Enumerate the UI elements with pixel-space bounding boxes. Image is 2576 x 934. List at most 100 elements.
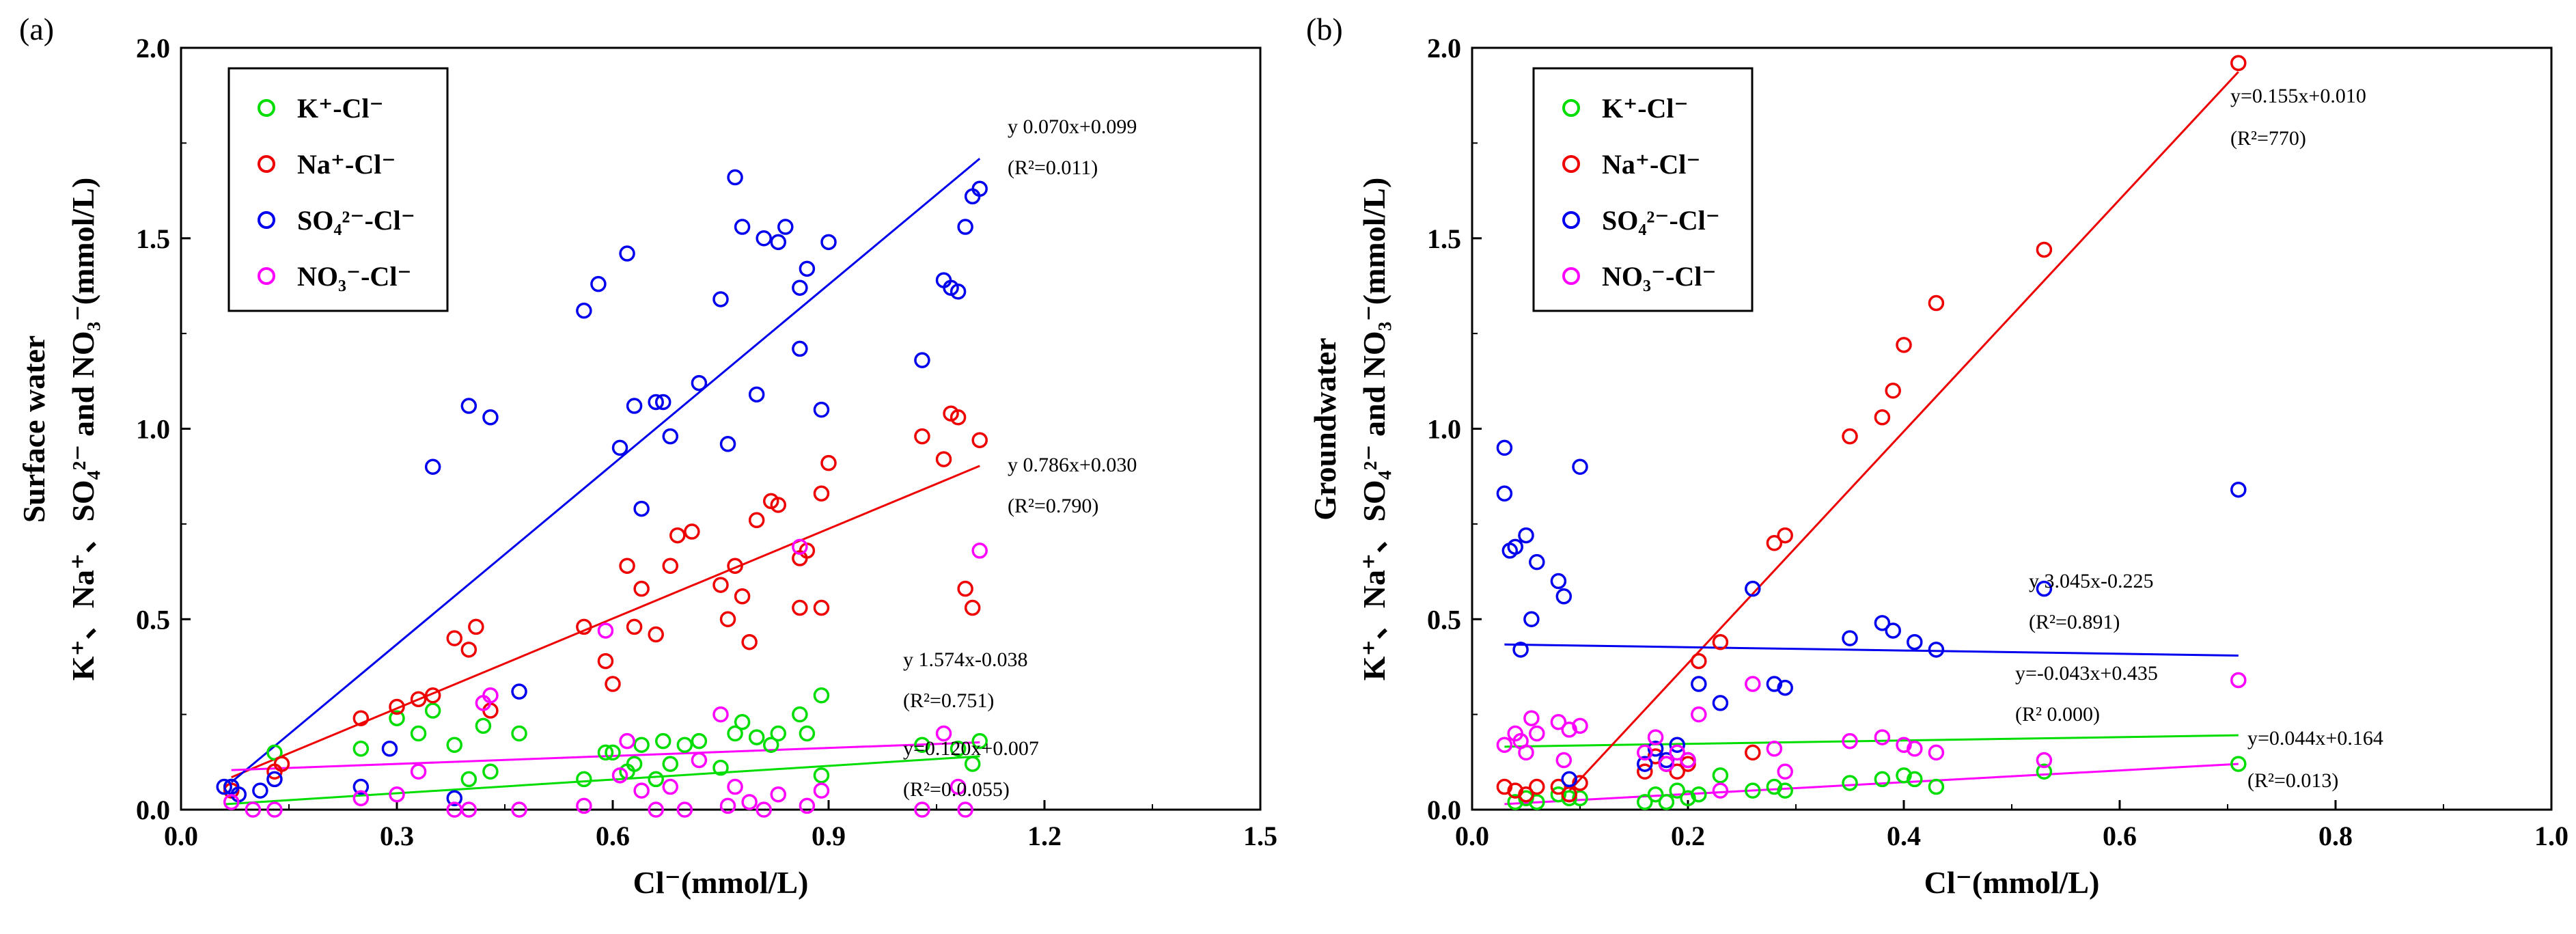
- data-point: [1529, 553, 1545, 571]
- data-point: [1496, 485, 1513, 502]
- data-point: [914, 428, 930, 445]
- fit-line: [1504, 734, 2239, 748]
- data-point: [662, 778, 679, 795]
- data-point: [1550, 714, 1567, 730]
- data-point: [619, 245, 635, 262]
- data-point: [1647, 741, 1664, 757]
- data-point: [460, 771, 477, 788]
- data-point: [1842, 428, 1858, 445]
- data-point: [654, 732, 671, 750]
- data-point: [1777, 527, 1793, 544]
- data-point: [756, 801, 772, 818]
- data-point: [770, 725, 787, 742]
- data-point: [1745, 782, 1761, 799]
- y-tick-label: 0.5: [136, 604, 170, 635]
- legend-marker: [258, 99, 275, 117]
- data-point: [676, 737, 693, 753]
- data-point: [662, 558, 679, 574]
- data-point: [1777, 782, 1793, 799]
- legend-label: K⁺-Cl⁻: [1602, 93, 1689, 124]
- data-point: [1896, 737, 1912, 753]
- data-point: [475, 717, 492, 734]
- data-point: [777, 219, 794, 235]
- data-point: [410, 691, 427, 708]
- data-point: [1928, 744, 1945, 761]
- data-point: [266, 744, 283, 761]
- regression-equation: y=-0.043x+0.435: [2015, 662, 2158, 685]
- data-point: [626, 756, 643, 772]
- data-point: [2036, 752, 2053, 769]
- data-point: [1874, 615, 1891, 631]
- data-point: [971, 732, 988, 750]
- data-point: [1647, 786, 1664, 803]
- data-point: [727, 725, 743, 742]
- data-point: [1647, 729, 1664, 745]
- data-point: [813, 599, 830, 616]
- data-point: [957, 219, 973, 235]
- regression-equation: y=0.120x+0.007: [903, 737, 1039, 760]
- data-point: [482, 409, 499, 426]
- x-tick-label: 0.2: [1671, 821, 1705, 851]
- data-point: [424, 687, 441, 704]
- y-axis-title: Groundwater: [1307, 338, 1342, 521]
- data-point: [1712, 695, 1729, 711]
- data-point: [1907, 633, 1923, 650]
- data-point: [2230, 672, 2247, 689]
- data-point: [252, 782, 268, 799]
- data-point: [914, 352, 930, 368]
- data-point: [597, 744, 614, 761]
- x-tick-label: 0.6: [596, 821, 630, 851]
- data-point: [424, 702, 441, 719]
- r-squared-label: (R²=0.0.055): [903, 778, 1010, 801]
- x-tick-label: 0.9: [812, 821, 846, 851]
- fit-line: [230, 158, 981, 783]
- r-squared-label: (R²=0.751): [903, 689, 994, 712]
- regression-equation: y 3.045x-0.225: [2029, 570, 2154, 592]
- data-point: [1691, 676, 1707, 692]
- data-point: [964, 599, 981, 616]
- data-point: [1874, 729, 1891, 745]
- data-point: [446, 790, 463, 807]
- panel-b: (b) 0.0 0.2 0.4 0.6 0.8 1.0 0.0 0.5 1.0 1.5 2.0 Cl⁻(…: [1306, 12, 2568, 900]
- data-point: [1572, 775, 1588, 791]
- data-point: [1647, 748, 1664, 765]
- regression-equation: y 0.070x+0.099: [1008, 115, 1137, 138]
- data-point: [389, 698, 405, 715]
- data-point: [381, 741, 398, 757]
- data-point: [1518, 786, 1534, 803]
- data-point: [1680, 752, 1696, 769]
- data-point: [511, 801, 527, 818]
- data-point: [511, 725, 527, 742]
- data-point: [1874, 771, 1891, 788]
- r-squared-label: (R²=770): [2230, 127, 2306, 150]
- data-point: [935, 725, 952, 742]
- data-point: [935, 451, 952, 467]
- data-point: [1507, 538, 1523, 555]
- data-point: [971, 542, 988, 559]
- r-squared-label: (R²=0.011): [1008, 156, 1098, 179]
- fit-line: [224, 755, 980, 806]
- data-point: [971, 432, 988, 448]
- data-point: [820, 454, 837, 471]
- data-point: [1572, 458, 1588, 475]
- data-point: [1523, 611, 1540, 627]
- data-point: [1507, 782, 1523, 799]
- data-point: [1691, 706, 1707, 723]
- data-point: [1561, 786, 1577, 803]
- data-point: [1766, 741, 1783, 757]
- data-point: [2230, 55, 2247, 72]
- r-squared-label: (R²=0.013): [2247, 769, 2338, 792]
- x-tick-label: 0.4: [1887, 821, 1921, 851]
- data-point: [1745, 744, 1761, 761]
- data-point: [719, 797, 736, 814]
- data-point: [950, 741, 967, 757]
- data-point: [633, 500, 650, 517]
- data-point: [1550, 778, 1567, 795]
- data-point: [1496, 737, 1513, 753]
- y-tick-label: 0.5: [1427, 604, 1461, 635]
- data-point: [576, 618, 592, 635]
- regression-equation: y=0.155x+0.010: [2230, 85, 2366, 107]
- data-point: [1637, 744, 1653, 761]
- x-tick-label: 1.5: [1243, 821, 1277, 851]
- r-squared-label: (R² 0.000): [2015, 703, 2100, 726]
